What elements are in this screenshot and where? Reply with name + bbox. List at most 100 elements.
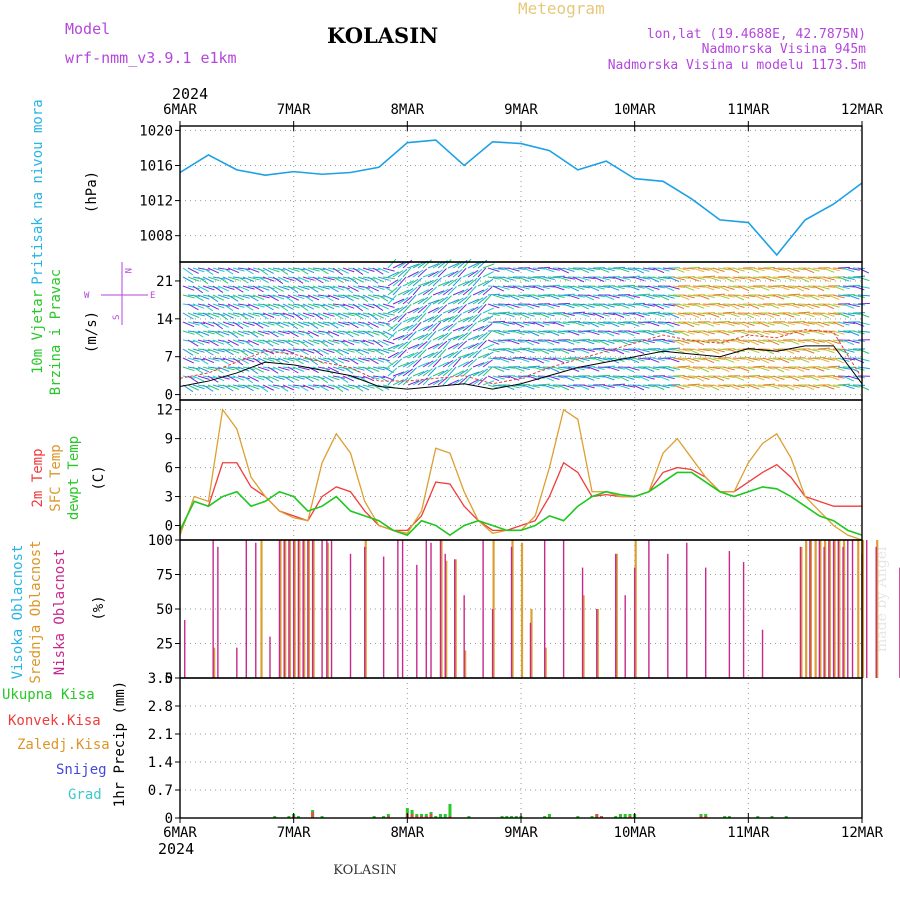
pressure-unit: (hPa) [84,171,100,213]
wind-barb [582,357,595,360]
wind-barb [772,366,785,373]
wind-barb [767,339,780,346]
wind-barb [412,342,424,350]
wind-barb [627,375,640,379]
wind-barb [607,375,620,379]
wind-barb [437,288,449,296]
wind-barb [297,321,310,327]
wind-barb [282,321,295,326]
wind-barb [652,285,665,289]
wind-barb [352,276,365,283]
wind-barb [252,294,265,300]
wind-barb [662,285,675,292]
pressure-ylabel: Pritisak na nivou mora [30,99,46,284]
wind-barb [482,315,494,323]
wind-barb [592,294,605,298]
wind-barb [797,294,810,298]
precip-conv-bar [699,816,703,818]
precip-total-bar [320,816,324,818]
wind-barb [712,339,725,345]
wind-barb [722,294,735,298]
wind-barb [277,276,290,283]
wind-barb [792,366,805,372]
wind-barb [357,348,370,354]
wind-barb [617,285,630,288]
wind-barb [387,307,400,314]
wind-barb [797,285,810,290]
wind-barb [717,348,730,351]
wind-barb [647,285,660,290]
wind-barb [267,348,280,353]
wind-barb [562,375,575,382]
wind-barb [822,357,835,361]
wind-barb [552,321,565,327]
wind-barb [767,357,780,361]
wind-ytick-label: 21 [156,274,173,290]
wind-barb [297,330,310,334]
x-tick-label-top: 11MAR [727,102,770,118]
wind-barb [267,267,280,273]
wind-barb [367,321,379,328]
wind-barb [297,357,310,363]
wind-barb [312,285,325,292]
wind-barb [507,375,520,381]
wind-barb [202,348,214,356]
wind-barb [327,375,340,381]
wind-barb [597,276,610,281]
wind-barb [352,321,365,327]
wind-barb [617,321,630,324]
wind-barb [682,321,695,328]
wind-barb [397,305,408,314]
wind-barb [642,320,656,323]
wind-barb [237,276,249,284]
wind-barb [227,294,239,302]
wind-barb [842,357,855,361]
wind-barb [847,284,861,287]
wind-barb [292,276,304,284]
wind-barb [692,375,705,382]
wind-barb [192,330,204,338]
wind-barb [422,287,434,296]
wind-barb [577,357,590,362]
wind-barb [802,312,815,318]
wind-barb [207,312,220,318]
wind-barb [267,294,279,302]
wind-barb [342,375,355,382]
wind-barb [697,366,710,373]
wind-barb [232,384,245,389]
wind-barb [772,375,785,380]
precip-total-bar [438,814,442,818]
product-title: Meteogram [518,0,605,18]
wind-barb [477,267,487,278]
wind-barb [397,362,410,368]
wind-barb [762,276,775,282]
wind-barb [787,321,800,324]
wind-barb [722,366,735,371]
wind-barb [317,348,330,355]
wind-barb [292,375,305,380]
wind-barb [317,285,330,290]
wind-barb [792,384,805,388]
wind-barb [847,294,860,300]
wind-barb [432,290,445,296]
wind-barb [277,312,289,320]
compass-n: N [122,268,132,273]
wind-barb [727,312,740,318]
wind-barb [752,294,765,300]
wind-barb [717,375,730,380]
wind-barb [297,276,310,283]
wind-barb [232,285,244,293]
wind-barb [557,384,570,391]
wind-barb [367,294,380,300]
precip-conv-bar [704,816,708,818]
wind-barb [562,357,575,360]
wind-barb [777,366,790,371]
wind-barb [702,321,715,327]
wind-barb [812,339,825,343]
wind-barb [632,330,645,333]
altitude-text: Nadmorska Visina 945m [702,42,867,57]
wind-barb [277,330,290,335]
pressure-ytick-label: 1020 [139,123,173,139]
wind-barb [327,339,340,344]
